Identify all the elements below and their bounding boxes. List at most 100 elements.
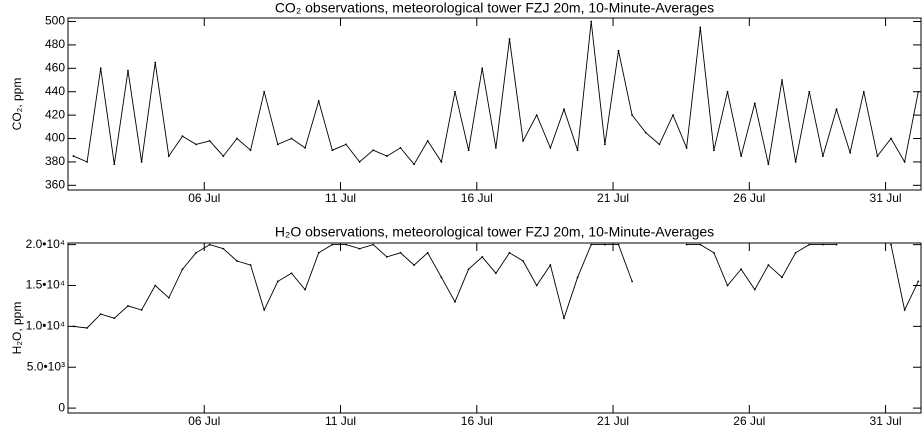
data-point — [522, 139, 525, 142]
data-point — [454, 300, 456, 303]
y-tick-label: 1.0•10⁴ — [26, 319, 65, 333]
data-point — [154, 284, 157, 287]
data-point — [699, 26, 702, 29]
data-point — [849, 151, 852, 154]
data-point — [317, 100, 320, 102]
data-point — [154, 61, 157, 64]
data-point — [563, 108, 565, 111]
x-tick-label: 06 Jul — [188, 191, 220, 205]
data-point — [181, 135, 184, 138]
data-point — [535, 114, 538, 117]
x-tick-label: 31 Jul — [870, 414, 902, 428]
data-point — [72, 155, 75, 157]
data-point — [290, 137, 293, 140]
data-point — [481, 67, 484, 70]
data-point — [127, 305, 129, 307]
data-point — [890, 137, 892, 140]
data-point — [631, 280, 634, 283]
data-point — [576, 149, 579, 152]
y-tick-label: 1.5•10⁴ — [26, 278, 65, 292]
data-point — [454, 90, 456, 93]
x-tick-label: 16 Jul — [461, 191, 493, 205]
chart-title: H₂O observations, meteorological tower F… — [275, 224, 714, 240]
data-point — [835, 243, 838, 246]
data-point — [276, 143, 279, 146]
data-point — [767, 163, 770, 166]
data-line — [73, 244, 919, 329]
x-tick-label: 21 Jul — [597, 191, 629, 205]
y-tick-label: 360 — [45, 177, 65, 191]
y-tick-label: 440 — [45, 84, 65, 98]
data-point — [140, 309, 143, 311]
x-tick-label: 06 Jul — [188, 414, 220, 428]
data-point — [821, 155, 824, 157]
data-point — [249, 264, 252, 266]
x-tick-label: 11 Jul — [325, 191, 356, 205]
data-point — [808, 243, 811, 246]
x-tick-label: 21 Jul — [597, 414, 629, 428]
y-tick-label: 380 — [45, 154, 65, 168]
data-point — [263, 309, 266, 311]
data-point — [917, 90, 920, 93]
data-point — [304, 288, 306, 291]
data-point — [208, 243, 211, 246]
y-axis-label: H₂O, ppm — [10, 302, 24, 355]
data-point — [876, 155, 879, 157]
plot-frame — [67, 242, 922, 414]
data-point — [726, 284, 729, 287]
data-point — [413, 264, 416, 266]
data-point — [740, 268, 743, 271]
data-point — [222, 155, 225, 157]
data-point — [631, 114, 634, 117]
data-point — [181, 268, 184, 271]
data-point — [345, 243, 347, 246]
data-point — [99, 313, 102, 316]
data-point — [358, 247, 361, 250]
data-point — [685, 146, 688, 149]
data-point — [644, 131, 647, 134]
data-point — [413, 163, 416, 166]
data-line — [73, 21, 919, 166]
data-point — [113, 163, 116, 166]
data-point — [426, 251, 429, 254]
data-point — [304, 146, 306, 149]
data-point — [794, 161, 797, 163]
y-tick-label: 5.0•10³ — [27, 359, 65, 373]
data-point — [712, 149, 715, 152]
data-point — [331, 149, 334, 152]
y-tick-label: 500 — [45, 14, 65, 28]
data-point — [781, 79, 783, 81]
data-point — [712, 251, 715, 254]
y-tick-label: 400 — [45, 131, 65, 145]
data-point — [685, 243, 688, 246]
data-point — [508, 38, 511, 40]
data-point — [903, 161, 906, 163]
data-point — [508, 251, 511, 254]
data-point — [535, 284, 538, 287]
data-point — [890, 243, 892, 246]
data-point — [603, 243, 606, 246]
data-point — [794, 251, 797, 254]
data-point — [590, 243, 593, 246]
x-tick-label: 31 Jul — [870, 191, 902, 205]
data-point — [236, 260, 238, 262]
data-point — [167, 155, 170, 157]
data-point — [467, 149, 470, 152]
data-point — [494, 146, 497, 149]
data-point — [290, 272, 293, 275]
data-point — [576, 276, 579, 279]
data-point — [99, 67, 102, 70]
data-point — [563, 317, 565, 320]
data-point — [903, 309, 906, 311]
data-point — [86, 161, 88, 163]
data-point — [440, 276, 443, 279]
data-point — [399, 251, 402, 254]
data-point — [426, 139, 429, 142]
chart-title: CO₂ observations, meteorological tower F… — [275, 0, 714, 16]
data-point — [835, 108, 838, 111]
y-tick-label: 0 — [58, 400, 65, 414]
data-point — [263, 90, 266, 93]
plot-frame — [67, 17, 922, 191]
data-point — [385, 255, 388, 258]
